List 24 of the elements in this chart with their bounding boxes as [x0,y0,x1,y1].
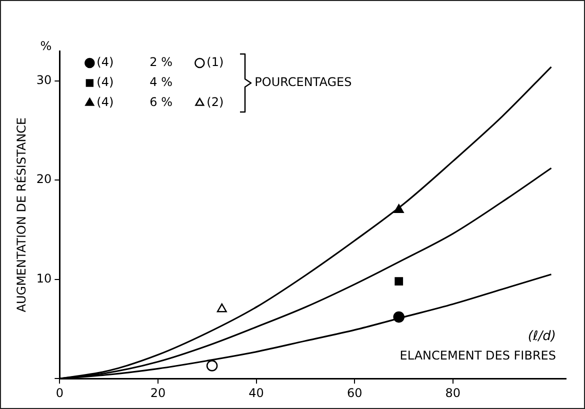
x-tick-label: 40 [248,386,264,400]
point [206,360,218,372]
point [216,303,227,312]
legend-label: (4) [96,75,114,90]
y-tick-label: 30 [36,72,52,87]
y-axis-title: AUGMENTATION DE RÉSISTANCE [13,117,28,312]
y-tick-label: 20 [36,172,52,186]
x-axis-title: ELANCEMENT DES FIBRES [400,348,556,363]
legend-label: (2) [206,95,224,110]
legend-label: (1) [206,55,224,70]
legend-label: (4) [96,55,114,70]
text: % [40,39,52,54]
x-tick-label: 20 [150,386,166,400]
annotation: 6 % [150,95,173,110]
point [394,277,404,286]
x-tick-label: 0 [56,386,64,400]
annotation: 2 % [150,55,173,70]
legend-label: (4) [96,95,114,110]
y-tick-label: 10 [36,271,52,286]
annotation: 4 % [150,75,173,90]
x-tick-label: 80 [445,386,461,400]
x-tick-label: 60 [346,386,362,400]
annotation: POURCENTAGES [254,75,352,90]
annotation: (ℓ/d) [528,328,556,344]
